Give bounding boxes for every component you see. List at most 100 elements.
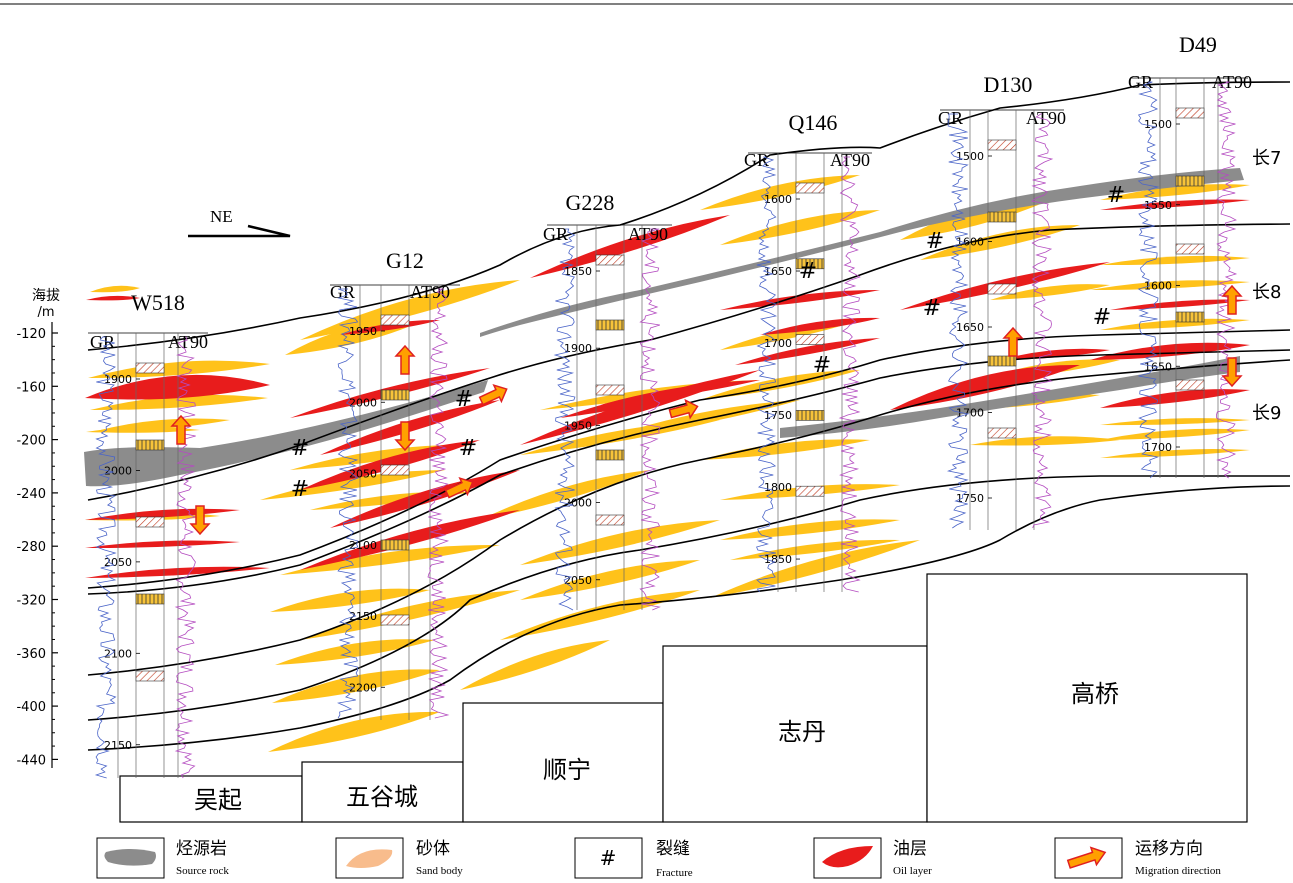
lithology-box xyxy=(1175,107,1205,119)
area-boxes: 吴起 五谷城 顺宁 志丹 高桥 xyxy=(119,573,1248,823)
lithology-box xyxy=(135,362,165,374)
lithology-box xyxy=(795,334,825,345)
source-rock-body xyxy=(780,356,1240,438)
correlation-line xyxy=(87,223,1291,501)
oil-layer xyxy=(340,319,440,335)
sand-body xyxy=(920,224,1080,260)
migration-arrow xyxy=(394,421,416,452)
sand-body xyxy=(1100,449,1250,458)
sand-body xyxy=(730,539,900,560)
area-box xyxy=(662,645,928,823)
migration-arrow xyxy=(1002,326,1024,357)
migration-arrow-swatch xyxy=(1066,846,1107,869)
correlation-line xyxy=(87,329,1291,589)
lithology-box xyxy=(135,439,165,451)
fracture-symbol: # xyxy=(291,436,309,461)
legend-oil-layer-zh: 油层 xyxy=(893,839,927,859)
oil-layer xyxy=(720,290,880,310)
migration-arrow xyxy=(1221,284,1243,315)
oil-layer xyxy=(85,566,270,578)
oil-layer xyxy=(1100,389,1250,408)
fracture-symbol: # xyxy=(455,387,473,412)
depth-label: 1750 xyxy=(956,492,984,505)
area-box xyxy=(301,761,464,823)
area-label: 志丹 xyxy=(778,718,826,746)
lithology-box xyxy=(987,139,1017,151)
correlation-lines xyxy=(87,81,1291,751)
oil-layer xyxy=(760,317,880,335)
area-label: 顺宁 xyxy=(543,756,591,784)
oil-layer xyxy=(1090,342,1250,360)
sand-body xyxy=(700,439,870,460)
depth-label: 2000 xyxy=(349,396,377,409)
at90-label: AT90 xyxy=(628,224,668,244)
formation-chang8: 长8 xyxy=(1252,282,1281,303)
axis-tick-label: -120 xyxy=(16,327,46,342)
migration-arrow xyxy=(668,398,699,420)
elevation-axis: 海拔 /m -120 -160 -200 -240 -280 -320 -360 -400 -4… xyxy=(16,288,60,768)
source-rock-swatch xyxy=(104,849,156,866)
axis-title-line1: 海拔 xyxy=(32,288,60,304)
area-box xyxy=(462,702,664,823)
gr-label: GR xyxy=(744,150,769,170)
direction-indicator: NE xyxy=(188,207,291,238)
depth-label: 2000 xyxy=(564,497,592,510)
area-box xyxy=(926,573,1248,823)
depth-label: 1700 xyxy=(1144,441,1172,454)
legend: 烃源岩 Source rock 砂体 Sand body # 裂缝 Fractu… xyxy=(96,837,1221,879)
oil-layer xyxy=(890,364,1080,410)
lithology-box xyxy=(135,516,165,528)
sand-body xyxy=(1100,418,1250,426)
sand-body xyxy=(270,588,430,612)
lithology-box xyxy=(795,410,825,421)
formation-chang9: 长9 xyxy=(1252,403,1281,424)
gr-label: GR xyxy=(90,332,115,352)
legend-migration-en: Migration direction xyxy=(1135,865,1221,877)
lithology-box xyxy=(595,254,625,266)
log-curve xyxy=(553,228,576,611)
oil-layer xyxy=(1110,299,1250,310)
well-name: G228 xyxy=(566,190,615,215)
axis-tick-label: -240 xyxy=(16,487,46,502)
depth-label: 1850 xyxy=(564,265,592,278)
lithology-box xyxy=(380,464,410,476)
fracture-symbol: # xyxy=(291,477,309,502)
source-rock-bodies xyxy=(84,168,1244,487)
lithology-box xyxy=(380,314,410,326)
migration-arrow xyxy=(1221,357,1243,388)
axis-tick-label: -200 xyxy=(16,434,46,449)
correlation-line xyxy=(87,81,1291,351)
oil-layer-swatch xyxy=(822,846,873,868)
log-curve xyxy=(1215,81,1238,479)
sand-body xyxy=(460,640,610,690)
lithology-box xyxy=(595,319,625,331)
legend-source-rock-en: Source rock xyxy=(176,865,229,877)
lithology-box xyxy=(795,485,825,497)
log-curve xyxy=(174,336,197,779)
gr-label: GR xyxy=(543,224,568,244)
legend-source-rock-zh: 烃源岩 xyxy=(176,839,227,859)
legend-sand-body: 砂体 Sand body xyxy=(335,837,463,879)
depth-label: 1650 xyxy=(764,265,792,278)
log-curve xyxy=(1031,113,1054,529)
lithology-box xyxy=(987,211,1017,223)
depth-label: 2050 xyxy=(349,468,377,481)
well-d130: D130 GR AT90 1500 1600 1650 1700 1750 xyxy=(938,72,1066,530)
legend-source-rock: 烃源岩 Source rock xyxy=(96,837,229,879)
depth-label: 1900 xyxy=(564,342,592,355)
sand-body xyxy=(480,470,650,520)
log-curve xyxy=(838,156,861,593)
axis-tick-label: -160 xyxy=(16,380,46,395)
lithology-box xyxy=(595,384,625,396)
source-rock-body xyxy=(480,168,1244,337)
depth-label: 2150 xyxy=(349,610,377,623)
sand-body xyxy=(90,394,268,411)
lithology-box xyxy=(987,283,1017,295)
at90-label: AT90 xyxy=(168,332,208,352)
sand-body xyxy=(86,426,200,433)
legend-fracture: # 裂缝 Fracture xyxy=(574,837,693,879)
formation-labels: 长7 长8 长9 xyxy=(1252,148,1281,424)
depth-label: 1550 xyxy=(1144,199,1172,212)
depth-label: 1850 xyxy=(764,553,792,566)
